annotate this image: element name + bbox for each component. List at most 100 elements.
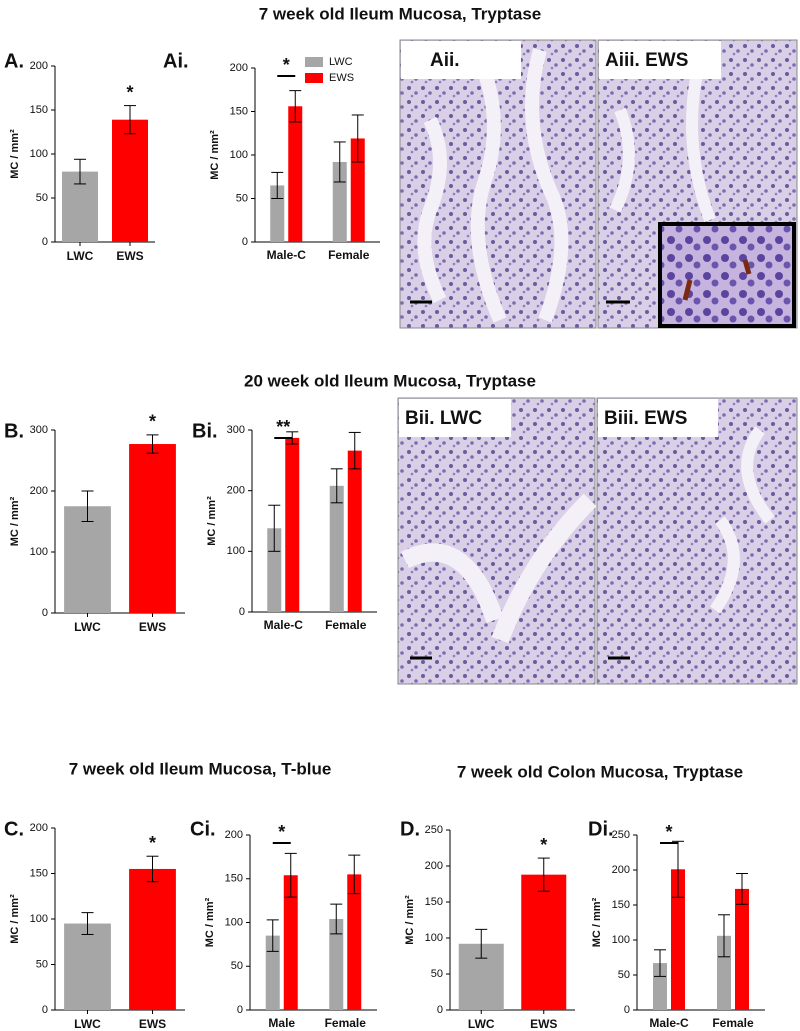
y-tick-label: 50 [618, 969, 630, 981]
y-tick-label: 0 [42, 1004, 48, 1016]
y-tick-label: 200 [30, 822, 48, 834]
bar [267, 528, 282, 612]
y-tick-label: 300 [227, 424, 245, 436]
y-axis-label: MC / mm² [9, 129, 21, 179]
y-tick-label: 100 [30, 913, 48, 925]
y-tick-label: 200 [225, 829, 243, 841]
section-title: 7 week old Colon Mucosa, Tryptase [457, 762, 743, 781]
image-label-box [598, 399, 718, 437]
x-tick-label: EWS [116, 249, 143, 263]
y-axis-label: MC / mm² [404, 895, 416, 945]
x-tick-label: Female [328, 248, 370, 262]
legend-label: EWS [329, 72, 354, 84]
panel-label: D. [400, 818, 420, 840]
legend-swatch [305, 73, 323, 83]
micrograph: Aii. [399, 39, 597, 329]
bar [329, 485, 344, 612]
micrograph: Bii. LWC [397, 397, 597, 685]
x-tick-label: LWC [468, 1017, 495, 1031]
bar [717, 935, 731, 1010]
y-tick-label: 0 [42, 607, 48, 619]
panel-label: C. [4, 818, 24, 840]
y-tick-label: 0 [42, 236, 48, 248]
x-tick-label: EWS [530, 1017, 557, 1031]
y-tick-label: 200 [230, 62, 248, 74]
bar [521, 874, 567, 1010]
y-tick-label: 0 [239, 606, 245, 618]
y-tick-label: 200 [425, 860, 443, 872]
bar [64, 923, 111, 1010]
image-label-box [401, 41, 521, 79]
lumen [417, 48, 569, 323]
y-tick-label: 150 [230, 105, 248, 117]
y-tick-label: 300 [30, 424, 48, 436]
section-title: 7 week old Ileum Mucosa, Tryptase [259, 4, 542, 23]
y-tick-label: 50 [231, 960, 243, 972]
bar [329, 919, 344, 1010]
y-tick-label: 100 [30, 148, 48, 160]
inset-image [658, 222, 796, 328]
y-axis-label: MC / mm² [591, 897, 603, 947]
x-tick-label: Female [712, 1016, 754, 1030]
bar [283, 875, 298, 1010]
x-tick-label: LWC [67, 249, 94, 263]
x-tick-label: Male-C [267, 248, 307, 262]
y-tick-label: 0 [624, 1004, 630, 1016]
bar [653, 963, 667, 1010]
significance: * [149, 412, 156, 432]
x-tick-label: Male [268, 1016, 295, 1030]
section-title: 20 week old Ileum Mucosa, Tryptase [244, 371, 536, 390]
bar [265, 935, 280, 1010]
panel-label: B. [4, 420, 24, 442]
panel-label: Ci. [190, 818, 216, 840]
y-tick-label: 0 [242, 236, 248, 248]
bar [347, 874, 362, 1010]
y-tick-label: 50 [236, 192, 248, 204]
y-tick-label: 100 [227, 545, 245, 557]
y-axis-label: MC / mm² [9, 894, 21, 944]
bar [350, 138, 365, 242]
y-tick-label: 200 [612, 864, 630, 876]
panel-label: Ai. [163, 50, 189, 72]
y-tick-label: 50 [36, 192, 48, 204]
y-tick-label: 50 [36, 958, 48, 970]
image-label-box [399, 399, 511, 437]
image-label: Aiii. EWS [605, 50, 688, 71]
significance: * [278, 822, 285, 842]
y-tick-label: 50 [431, 968, 443, 980]
y-tick-label: 100 [425, 932, 443, 944]
y-tick-label: 100 [230, 149, 248, 161]
y-tick-label: 200 [30, 60, 48, 72]
bar [129, 444, 176, 613]
bar [129, 868, 176, 1010]
y-tick-label: 0 [237, 1004, 243, 1016]
bar [112, 119, 148, 242]
mast-cell [682, 259, 752, 301]
lumen [710, 426, 775, 614]
image-label-box [599, 41, 721, 79]
y-tick-label: 150 [225, 873, 243, 885]
significance: * [283, 55, 290, 75]
y-tick-label: 100 [612, 934, 630, 946]
y-axis-label: MC / mm² [209, 130, 221, 180]
x-tick-label: Male-C [264, 618, 304, 632]
micrograph: Aiii. EWS [597, 39, 798, 329]
y-tick-label: 250 [425, 824, 443, 836]
bar [64, 506, 111, 613]
x-tick-label: Female [325, 1016, 367, 1030]
significance: * [149, 833, 156, 853]
y-tick-label: 150 [425, 896, 443, 908]
y-tick-label: 0 [437, 1004, 443, 1016]
micrograph: Biii. EWS [596, 397, 798, 685]
panel-label: A. [4, 50, 24, 72]
lumen [400, 493, 597, 644]
x-tick-label: EWS [139, 1017, 166, 1031]
y-axis-label: MC / mm² [9, 496, 21, 546]
panel-label: Bi. [192, 420, 218, 442]
y-tick-label: 100 [225, 916, 243, 928]
x-tick-label: Female [325, 618, 367, 632]
y-tick-label: 250 [612, 829, 630, 841]
y-tick-label: 150 [612, 899, 630, 911]
